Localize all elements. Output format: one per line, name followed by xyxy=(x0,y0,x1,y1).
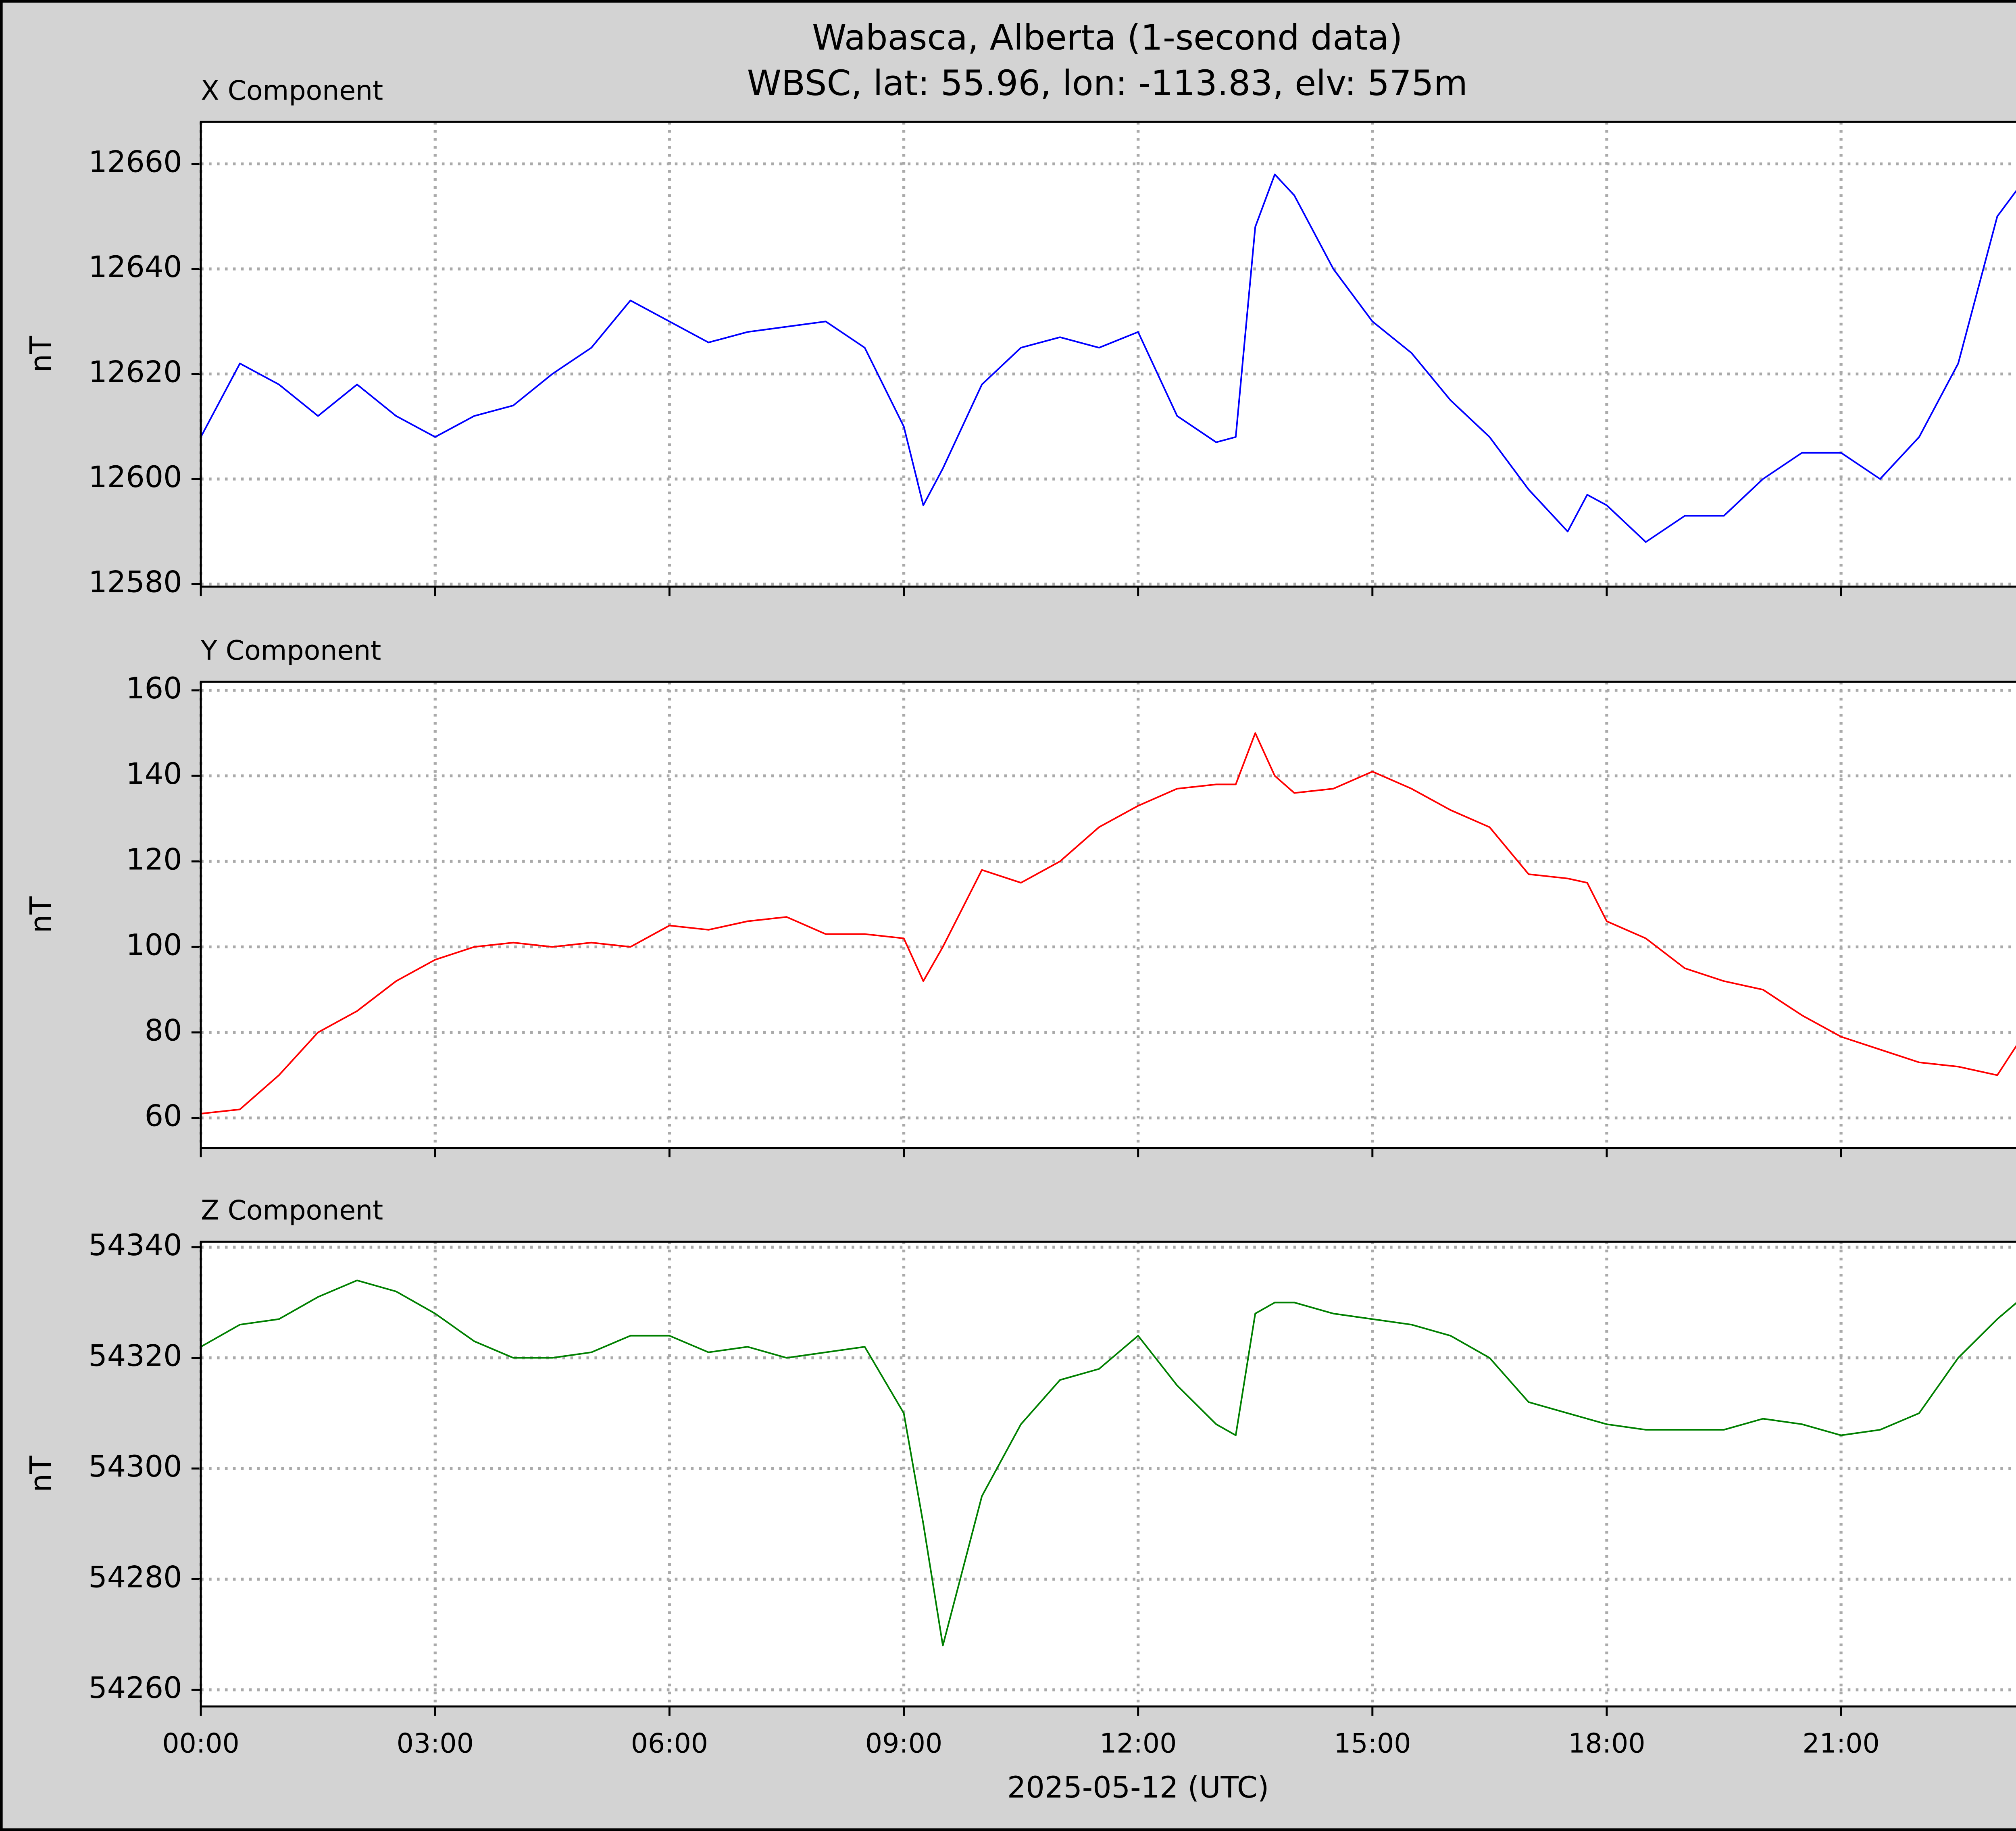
y-axis-label: nT xyxy=(24,1456,58,1492)
x-tick-label: 12:00 xyxy=(1100,1727,1177,1759)
y-tick-label: 80 xyxy=(145,1014,182,1048)
panel-title: Z Component xyxy=(201,1194,383,1226)
plot-area xyxy=(201,1241,2016,1707)
y-tick-label: 12660 xyxy=(88,145,182,179)
y-tick-label: 160 xyxy=(126,671,182,706)
y-tick-label: 12580 xyxy=(88,565,182,599)
x-tick-label: 18:00 xyxy=(1568,1727,1645,1759)
figure-title: Wabasca, Alberta (1-second data) xyxy=(812,18,1403,58)
y-tick-label: 54260 xyxy=(88,1671,182,1705)
y-tick-label: 54280 xyxy=(88,1560,182,1594)
x-tick-label: 15:00 xyxy=(1334,1727,1411,1759)
y-tick-label: 140 xyxy=(126,757,182,791)
x-tick-label: 03:00 xyxy=(397,1727,474,1759)
y-tick-label: 54320 xyxy=(88,1339,182,1373)
y-tick-label: 12640 xyxy=(88,250,182,284)
x-tick-label: 09:00 xyxy=(865,1727,942,1759)
data-line xyxy=(200,1279,2016,1647)
plot-area xyxy=(201,122,2016,587)
y-tick-label: 54300 xyxy=(88,1450,182,1484)
y-tick-label: 12600 xyxy=(88,460,182,494)
figure-subtitle: WBSC, lat: 55.96, lon: -113.83, elv: 575… xyxy=(747,63,1468,104)
x-tick-label: 00:00 xyxy=(162,1727,239,1759)
y-tick-label: 100 xyxy=(126,928,182,962)
x-tick-label: 21:00 xyxy=(1802,1727,1879,1759)
plot-frame xyxy=(200,1240,2016,1708)
panel-title: X Component xyxy=(201,75,383,106)
panel-title: Y Component xyxy=(200,635,381,666)
plot-frame xyxy=(200,121,2016,588)
data-line xyxy=(200,173,2016,543)
x-tick-label: 06:00 xyxy=(631,1727,708,1759)
data-line xyxy=(200,732,2016,1114)
y-tick-label: 12620 xyxy=(88,355,182,389)
y-axis-label: nT xyxy=(24,896,58,933)
y-tick-label: 60 xyxy=(145,1099,182,1133)
plot-frame xyxy=(200,681,2016,1149)
y-axis-label: nT xyxy=(24,336,58,373)
y-tick-label: 54340 xyxy=(88,1228,182,1262)
y-tick-label: 120 xyxy=(126,842,182,877)
plot-area xyxy=(201,681,2016,1148)
x-axis-label: 2025-05-12 (UTC) xyxy=(1007,1771,1269,1805)
